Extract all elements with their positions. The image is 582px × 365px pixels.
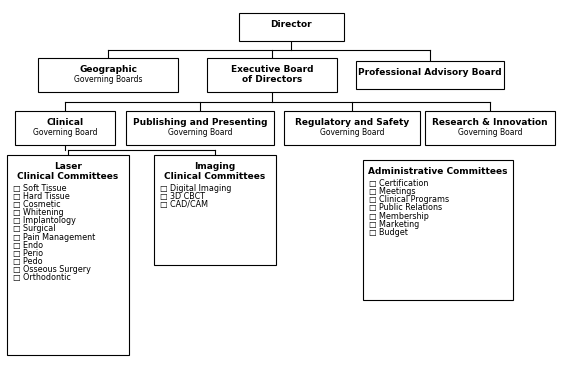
Bar <box>284 111 420 145</box>
Text: Governing Board: Governing Board <box>320 128 384 137</box>
Text: Publishing and Presenting: Publishing and Presenting <box>133 118 267 127</box>
Text: Geographic: Geographic <box>79 65 137 74</box>
Bar <box>154 155 276 265</box>
Bar <box>7 155 129 355</box>
Text: □ Budget: □ Budget <box>369 228 408 237</box>
Text: □ Whitening: □ Whitening <box>13 208 63 217</box>
Text: □ Osseous Surgery: □ Osseous Surgery <box>13 265 91 274</box>
Text: □ Endo: □ Endo <box>13 241 43 250</box>
Text: □ Surgical: □ Surgical <box>13 224 55 233</box>
Text: Professional Advisory Board: Professional Advisory Board <box>358 68 502 77</box>
Text: □ Pedo: □ Pedo <box>13 257 42 266</box>
Text: □ Pain Management: □ Pain Management <box>13 233 95 242</box>
Bar <box>356 61 504 89</box>
Text: □ Certification: □ Certification <box>369 179 428 188</box>
Bar <box>363 160 513 300</box>
Bar <box>239 13 343 41</box>
Text: Governing Boards: Governing Boards <box>74 75 142 84</box>
Bar <box>126 111 274 145</box>
Text: of Directors: of Directors <box>242 75 302 84</box>
Text: Clinical: Clinical <box>47 118 84 127</box>
Text: □ Cosmetic: □ Cosmetic <box>13 200 61 209</box>
Text: □ Membership: □ Membership <box>369 212 429 220</box>
Bar <box>38 58 178 92</box>
Bar <box>15 111 115 145</box>
Text: Executive Board: Executive Board <box>230 65 313 74</box>
Text: □ Orthodontic: □ Orthodontic <box>13 273 71 282</box>
Text: □ Digital Imaging: □ Digital Imaging <box>160 184 232 193</box>
Text: Clinical Committees: Clinical Committees <box>17 172 119 181</box>
Text: Imaging: Imaging <box>194 162 236 171</box>
Text: Laser: Laser <box>54 162 82 171</box>
Bar <box>207 58 337 92</box>
Bar <box>425 111 555 145</box>
Text: Director: Director <box>270 20 312 29</box>
Text: □ Public Relations: □ Public Relations <box>369 203 442 212</box>
Text: □ Perio: □ Perio <box>13 249 43 258</box>
Text: □ Clinical Programs: □ Clinical Programs <box>369 195 449 204</box>
Text: □ Marketing: □ Marketing <box>369 220 419 228</box>
Text: □ CAD/CAM: □ CAD/CAM <box>160 200 208 209</box>
Text: Governing Board: Governing Board <box>168 128 232 137</box>
Text: Research & Innovation: Research & Innovation <box>432 118 548 127</box>
Text: □ Soft Tissue: □ Soft Tissue <box>13 184 66 193</box>
Text: □ Meetings: □ Meetings <box>369 187 416 196</box>
Text: Governing Board: Governing Board <box>33 128 97 137</box>
Text: Clinical Committees: Clinical Committees <box>164 172 265 181</box>
Text: □ 3D CBCT: □ 3D CBCT <box>160 192 205 201</box>
Text: Governing Board: Governing Board <box>458 128 522 137</box>
Text: □ Hard Tissue: □ Hard Tissue <box>13 192 70 201</box>
Text: Administrative Committees: Administrative Committees <box>368 167 508 176</box>
Text: □ Implantology: □ Implantology <box>13 216 76 225</box>
Text: Regulatory and Safety: Regulatory and Safety <box>295 118 409 127</box>
